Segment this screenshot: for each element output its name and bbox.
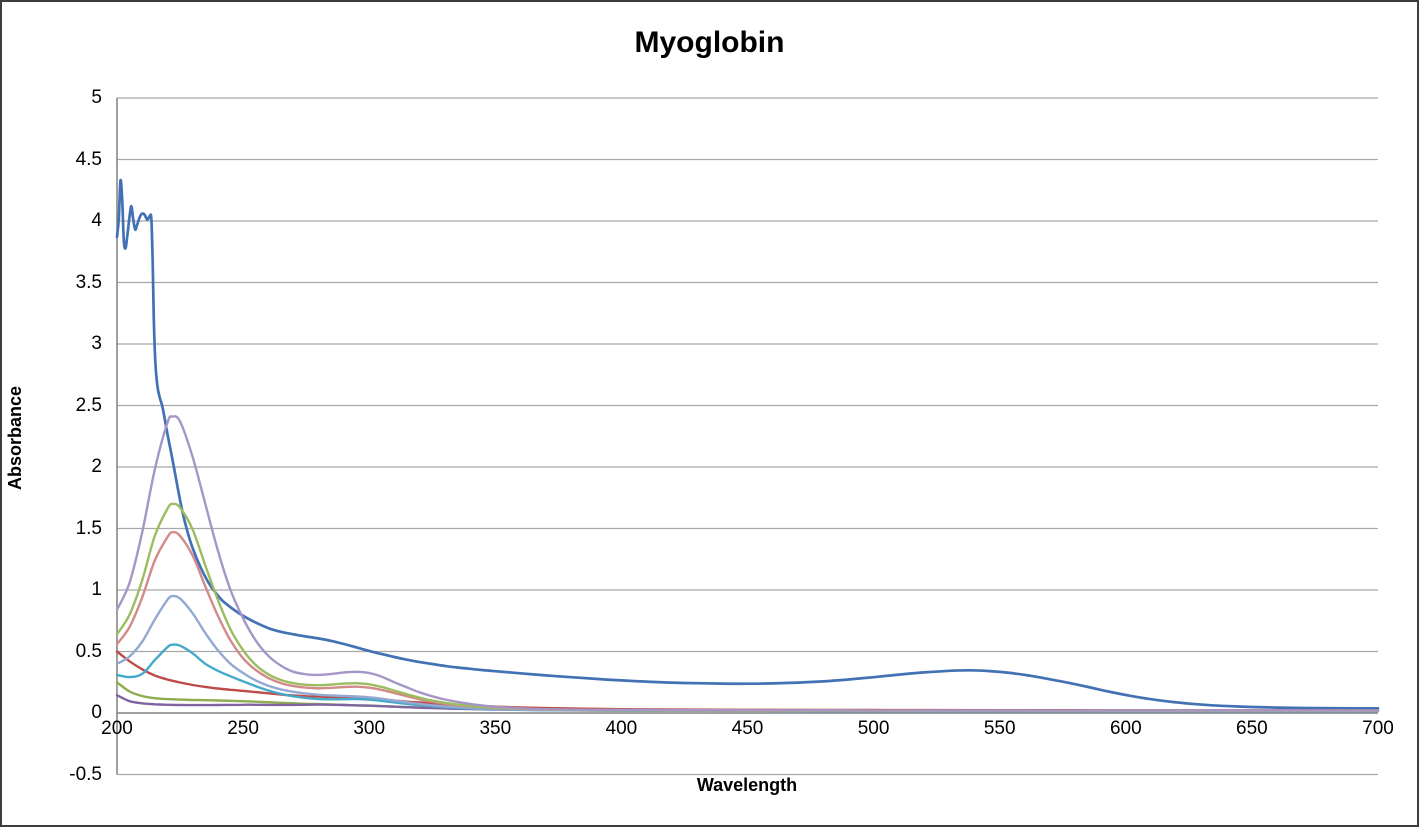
y-tick-label: 3.5: [75, 271, 102, 293]
x-tick-label: 450: [731, 718, 764, 739]
series-line-lavender: [115, 415, 1380, 712]
series-line-blue: [115, 178, 1380, 710]
x-axis-title: Wavelength: [696, 775, 798, 795]
x-tick-label: 600: [1109, 718, 1142, 739]
x-tick-label: 400: [605, 718, 638, 739]
y-tick-label: 1: [91, 579, 102, 600]
series-line-light-blue: [115, 594, 1380, 713]
x-tick-label: 300: [353, 718, 386, 739]
y-tick-label: 1.5: [75, 517, 102, 539]
chart-title: Myoglobin: [634, 26, 785, 59]
series-line-dark-red: [115, 650, 1380, 712]
x-tick-label: 350: [479, 718, 512, 739]
y-tick-label: -0.5: [69, 763, 102, 785]
series-line-teal: [115, 643, 1380, 713]
x-tick-label: 700: [1362, 718, 1394, 739]
x-tick-label: 650: [1236, 718, 1268, 739]
x-tick-label: 500: [857, 718, 890, 739]
y-tick-label: 2.5: [75, 394, 102, 416]
x-tick-label: 250: [227, 718, 259, 739]
y-tick-label: 3: [91, 333, 102, 354]
x-tick-label: 550: [983, 718, 1016, 739]
y-tick-label: 0.5: [75, 640, 102, 662]
y-tick-label: 0: [91, 702, 102, 723]
y-tick-label: 5: [91, 87, 102, 108]
y-tick-label: 4.5: [75, 148, 102, 170]
x-tick-label: 200: [101, 718, 133, 739]
y-tick-label: 2: [91, 456, 102, 477]
series-line-light-green: [115, 502, 1380, 713]
y-tick-label: 4: [91, 210, 102, 231]
